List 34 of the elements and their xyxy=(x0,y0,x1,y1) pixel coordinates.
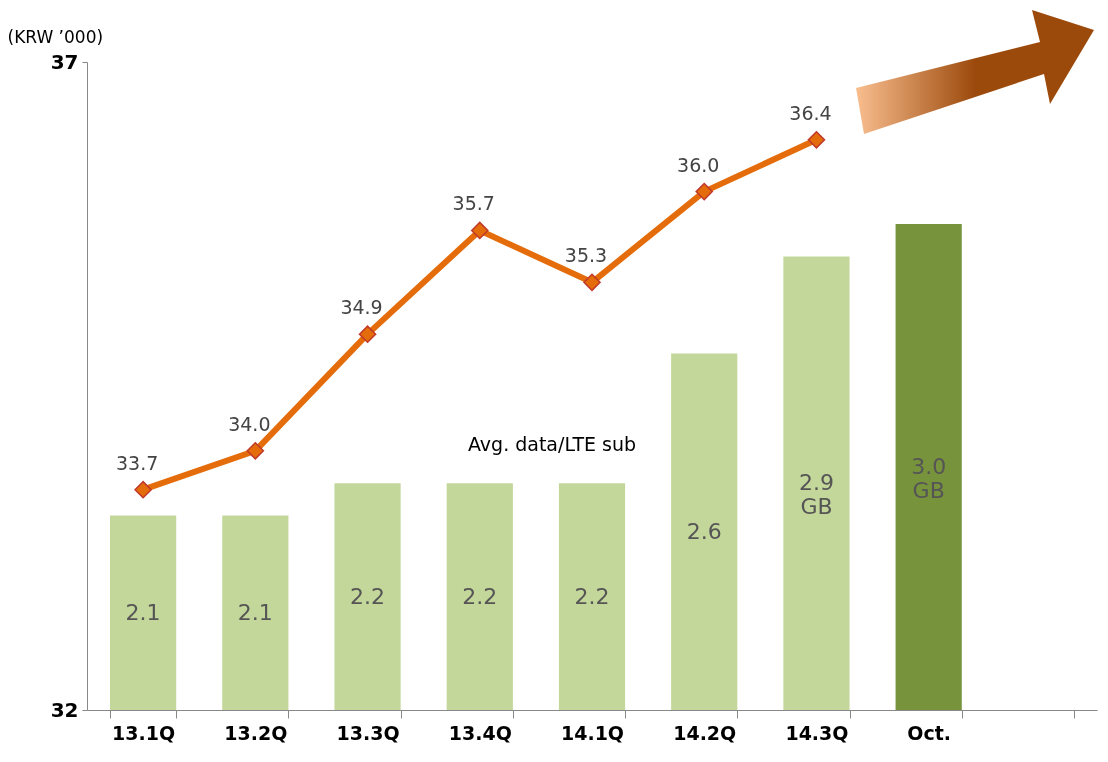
data-label: 2.2 xyxy=(462,583,498,609)
x-tick-label: 14.1Q xyxy=(560,721,625,744)
annotation: Avg. data/LTE sub xyxy=(467,433,637,455)
data-label: 2.9 GB xyxy=(798,470,834,520)
data-label: 3.0 GB xyxy=(911,454,947,503)
data-label: 2.2 xyxy=(574,583,610,609)
data-label: 34.9 xyxy=(340,296,383,319)
point xyxy=(470,221,489,240)
data-label: 2.1 xyxy=(237,599,273,625)
x-tick-label: 13.2Q xyxy=(224,721,288,744)
data-label: 2.1 xyxy=(125,599,161,625)
x-tick-label: 13.4Q xyxy=(448,721,512,744)
x-tick-label: 14.2Q xyxy=(673,721,737,744)
y-tick-label: 32 xyxy=(50,697,79,722)
y-axis-title: (KRW ’000) xyxy=(7,26,104,47)
data-label: 2.2 xyxy=(350,583,386,609)
data-label: 33.7 xyxy=(115,451,159,474)
point xyxy=(583,273,601,292)
x-tick-label: Oct. xyxy=(907,721,952,744)
x-tick-label: 14.3Q xyxy=(785,721,849,744)
point xyxy=(807,130,826,149)
point xyxy=(358,325,377,343)
data-label: 35.7 xyxy=(452,192,495,215)
data-label: 35.3 xyxy=(564,244,608,267)
data-label: 34.0 xyxy=(228,412,271,435)
point xyxy=(134,480,152,499)
data-label: 2.6 xyxy=(686,518,722,544)
x-tick-label: 13.3Q xyxy=(336,721,400,744)
point xyxy=(246,441,265,460)
data-label: 36.4 xyxy=(789,101,832,124)
point xyxy=(695,182,714,201)
y-tick-label: 37 xyxy=(50,49,79,74)
x-tick-label: 13.1Q xyxy=(112,721,176,744)
data-label: 36.0 xyxy=(677,153,720,176)
